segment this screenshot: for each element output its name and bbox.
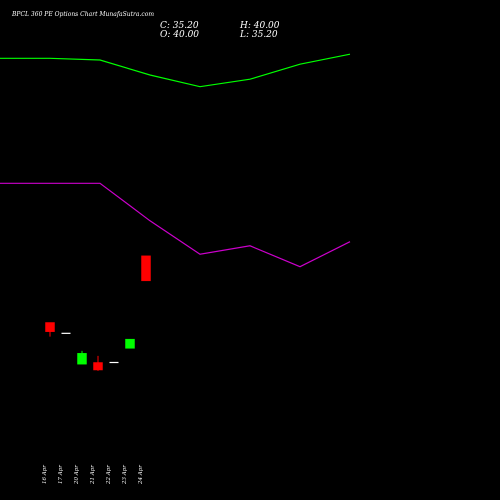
candle-body — [141, 255, 151, 282]
x-tick-label: 17 Apr — [58, 465, 64, 484]
candle-16-Apr — [45, 322, 55, 337]
candle-23-Apr — [125, 338, 135, 349]
candle-body — [45, 322, 55, 332]
ohlc-open: O: 40.00 — [160, 30, 199, 40]
indicator-line-1 — [0, 53, 351, 88]
candle-body — [93, 362, 103, 371]
chart-title: BPCL 360 PE Options Chart MunafaSutra.co… — [11, 11, 154, 18]
candle-21-Apr — [93, 355, 103, 371]
candle-body — [125, 338, 135, 349]
series-layer — [0, 53, 351, 268]
x-tick-label: 22 Apr — [106, 465, 112, 485]
x-tick-label: 16 Apr — [42, 465, 48, 484]
x-tick-label: 23 Apr — [122, 465, 128, 485]
x-tick-label: 24 Apr — [138, 465, 144, 485]
candle-20-Apr — [77, 350, 87, 365]
ohlc-low: L: 35.20 — [239, 30, 278, 40]
candle-body — [77, 353, 87, 365]
x-tick-label: 20 Apr — [74, 465, 80, 485]
x-axis-ticks: 16 Apr 17 Apr 20 Apr 21 Apr 22 Apr 23 Apr 24 A… — [42, 465, 144, 485]
indicator-line-2 — [0, 182, 351, 268]
candle-24-Apr — [141, 255, 151, 282]
candle-layer — [45, 255, 151, 371]
x-tick-label: 21 Apr — [90, 465, 96, 485]
ohlc-high: H: 40.00 — [239, 21, 280, 31]
ohlc-close: C: 35.20 — [160, 21, 199, 31]
